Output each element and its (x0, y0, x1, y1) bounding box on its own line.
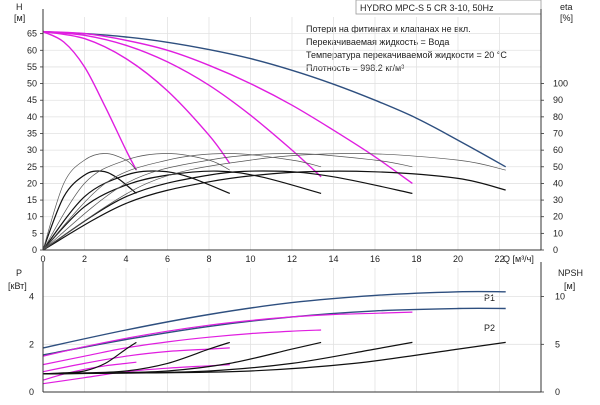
x-tick-label: 12 (287, 254, 297, 264)
eta-tick-label: 60 (553, 145, 563, 155)
p2-label: P2 (484, 323, 495, 333)
eta-tick-label: 90 (553, 95, 563, 105)
eta-tick-label: 50 (553, 162, 563, 172)
x-tick-label: 22 (494, 254, 504, 264)
h-tick-label: 65 (27, 29, 37, 39)
npsh-tick-label: 0 (555, 387, 560, 397)
qh-curve (42, 30, 138, 171)
p-line-curve (42, 290, 506, 349)
eta-tick-label: 10 (553, 228, 563, 238)
eta-tick-label: 20 (553, 212, 563, 222)
eta-curve (42, 170, 506, 251)
x-tick-label: 14 (328, 254, 338, 264)
x-tick-label: 8 (206, 254, 211, 264)
npsh-tick-label: 10 (555, 292, 565, 302)
h-tick-label: 0 (32, 245, 37, 255)
npsh-axis-title: NPSH (558, 268, 583, 278)
eta-thin-curve (42, 153, 230, 251)
x-tick-label: 20 (453, 254, 463, 264)
h-tick-label: 15 (27, 195, 37, 205)
eta-curve (42, 170, 413, 251)
npsh-curve (42, 341, 230, 375)
note-line-4: Плотность = 998.2 кг/м³ (306, 63, 404, 73)
qh-max-curve (42, 30, 507, 168)
x-tick-label: 6 (165, 254, 170, 264)
eta-thin-curve (42, 153, 137, 251)
power-curve (42, 364, 230, 385)
eta-axis-unit: [%] (560, 13, 573, 23)
power-curve (42, 347, 230, 373)
eta-thin-curve (42, 153, 413, 251)
power-curve (42, 311, 413, 357)
chart-axes (40, 9, 544, 393)
x-tick-label: 2 (82, 254, 87, 264)
qh-curve (42, 30, 322, 178)
eta-tick-label: 80 (553, 112, 563, 122)
x-tick-label: 16 (370, 254, 380, 264)
h-tick-label: 25 (27, 162, 37, 172)
h-tick-label: 55 (27, 62, 37, 72)
qh-curve (42, 30, 231, 164)
eta-thin-curve (42, 153, 506, 251)
qh-curve (42, 30, 413, 184)
eta-curve (42, 170, 231, 251)
eta-axis-title: eta (560, 2, 573, 12)
eta-tick-label: 100 (553, 79, 568, 89)
eta-curve (42, 170, 322, 251)
eta-tick-label: 70 (553, 129, 563, 139)
top-chart-curves (42, 30, 507, 251)
x-tick-label: 18 (411, 254, 421, 264)
npsh-curve (42, 341, 506, 375)
p-tick-label: 2 (29, 339, 34, 349)
title-box (355, 0, 542, 15)
x-tick-label: 4 (123, 254, 128, 264)
p-axis-unit: [кВт] (8, 281, 27, 291)
h-tick-label: 20 (27, 178, 37, 188)
chart-title: HYDRO MPC-S 5 CR 3-10, 50Hz (360, 3, 494, 13)
note-line-1: Потери на фитингах и клапанах не вкл. (306, 24, 471, 34)
bottom-chart-curves (42, 290, 506, 385)
eta-thin-curve (42, 153, 322, 251)
tick-labels: 0 2 4 6 8 10 12 14 16 18 20 22051015202530354045505… (27, 29, 568, 397)
h-tick-label: 35 (27, 129, 37, 139)
npsh-axis-unit: [м] (564, 281, 575, 291)
eta-tick-label: 30 (553, 195, 563, 205)
npsh-curve (42, 341, 413, 375)
npsh-tick-label: 5 (555, 339, 560, 349)
power-curve (42, 329, 322, 366)
p-tick-label: 0 (29, 387, 34, 397)
p1-label: P1 (484, 293, 495, 303)
h-tick-label: 10 (27, 212, 37, 222)
eta-tick-label: 0 (553, 245, 558, 255)
h-axis-unit: [м] (14, 13, 25, 23)
p-axis-title: P (16, 268, 22, 278)
note-line-3: Температура перекачиваемой жидкости = 20… (306, 50, 507, 60)
note-line-2: Перекачиваемая жидкость = Вода (306, 37, 449, 47)
top-chart-grid (42, 17, 541, 251)
h-tick-label: 45 (27, 95, 37, 105)
eta-tick-label: 40 (553, 178, 563, 188)
h-tick-label: 60 (27, 45, 37, 55)
p-tick-label: 4 (29, 292, 34, 302)
h-tick-label: 40 (27, 112, 37, 122)
h-axis-title: H (16, 2, 23, 12)
h-tick-label: 30 (27, 145, 37, 155)
h-tick-label: 5 (32, 228, 37, 238)
x-tick-label: 0 (40, 254, 45, 264)
x-tick-label: 10 (245, 254, 255, 264)
q-axis-title: Q [м³/ч] (503, 254, 534, 264)
h-tick-label: 50 (27, 79, 37, 89)
